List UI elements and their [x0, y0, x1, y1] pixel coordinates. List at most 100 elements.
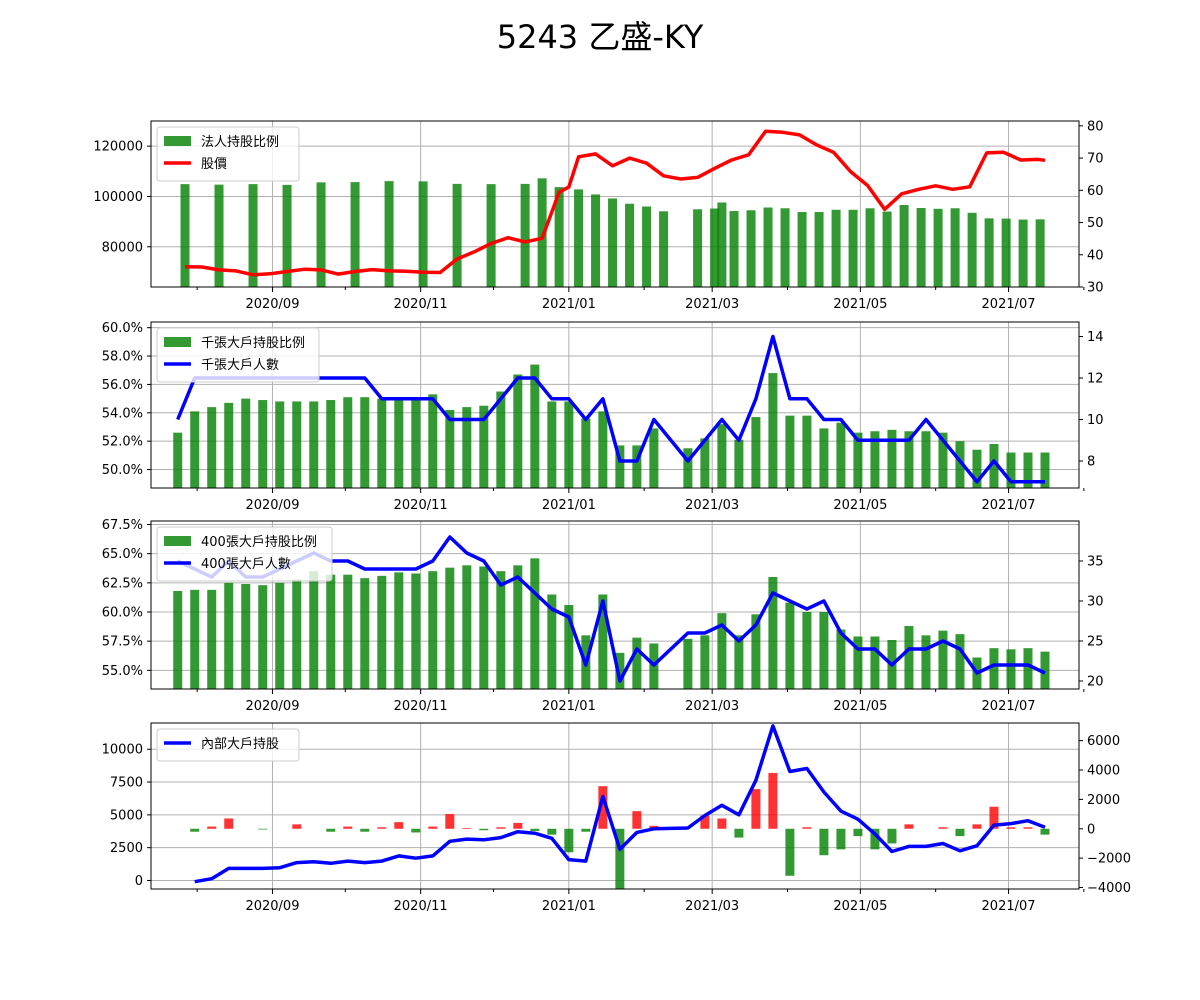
- bar: [591, 194, 601, 287]
- bar: [224, 402, 234, 488]
- bar: [848, 209, 858, 287]
- bar: [819, 828, 829, 856]
- bar: [418, 181, 428, 287]
- bar: [865, 208, 875, 287]
- bar: [173, 432, 183, 488]
- bar: [564, 605, 574, 689]
- bar: [173, 591, 183, 689]
- bar: [394, 397, 404, 488]
- bar: [513, 565, 523, 689]
- bar: [564, 828, 574, 853]
- bar: [819, 612, 829, 689]
- bar: [1023, 452, 1033, 488]
- bar: [853, 432, 863, 488]
- bar: [1040, 452, 1050, 488]
- right-tick-label: 2000: [1087, 793, 1120, 808]
- right-tick-label: 60: [1087, 184, 1104, 199]
- bar: [224, 582, 234, 689]
- legend-swatch-bar: [164, 136, 191, 146]
- bar: [1018, 219, 1028, 287]
- bar: [950, 208, 960, 287]
- left-tick-label: 56.0%: [102, 378, 143, 393]
- right-tick-label: 40: [1087, 248, 1104, 263]
- bar: [989, 806, 999, 829]
- bar: [683, 448, 693, 488]
- bar: [785, 602, 795, 689]
- bar: [870, 828, 880, 850]
- bar: [746, 210, 756, 287]
- bar: [989, 648, 999, 689]
- bar: [768, 373, 778, 488]
- legend: 400張大戶持股比例 400張大戶人數: [156, 526, 333, 582]
- bar: [394, 822, 404, 829]
- left-tick-label: 100000: [93, 190, 143, 205]
- legend-label: 400張大戶持股比例: [201, 535, 317, 550]
- bar: [955, 828, 965, 837]
- legend-swatch-bar: [164, 536, 191, 546]
- chart-title: 5243 乙盛-KY: [496, 18, 704, 56]
- bar: [632, 811, 642, 829]
- bar: [734, 439, 744, 488]
- bar: [428, 394, 438, 488]
- line-series: [184, 129, 1046, 277]
- bar: [916, 208, 926, 287]
- x-tick-label: 2020/09: [245, 297, 299, 312]
- right-tick-label: 20: [1087, 675, 1104, 690]
- bar: [683, 638, 693, 689]
- x-tick-label: 2021/05: [833, 297, 887, 312]
- bar: [649, 428, 659, 488]
- bar: [625, 203, 635, 287]
- bar: [785, 828, 795, 876]
- bar: [989, 444, 999, 488]
- bar: [1035, 219, 1045, 287]
- bar: [214, 184, 224, 287]
- bar: [309, 571, 319, 689]
- bar: [797, 212, 807, 287]
- x-tick-label: 2021/07: [982, 498, 1036, 513]
- bar: [938, 827, 948, 829]
- bar: [258, 585, 268, 689]
- bar: [763, 207, 773, 287]
- bar: [751, 789, 761, 829]
- legend-box: [156, 728, 300, 762]
- x-tick-label: 2020/11: [394, 899, 448, 914]
- bar: [207, 826, 217, 829]
- bar: [955, 441, 965, 488]
- x-tick-label: 2021/01: [542, 498, 596, 513]
- left-tick-label: 7500: [110, 776, 143, 791]
- right-tick-label: −4000: [1087, 881, 1131, 896]
- bar: [207, 407, 217, 488]
- bar: [734, 635, 744, 689]
- left-tick-label: 120000: [93, 140, 143, 155]
- bar: [972, 824, 982, 829]
- bar: [224, 818, 234, 829]
- right-tick-label: 30: [1087, 595, 1104, 610]
- bar: [734, 828, 744, 838]
- bar: [700, 635, 710, 689]
- x-tick-label: 2021/03: [685, 498, 739, 513]
- bar: [343, 826, 353, 829]
- bar: [530, 828, 540, 831]
- bar: [642, 206, 652, 287]
- axes-frame: [150, 120, 1080, 288]
- bar: [258, 828, 268, 830]
- bar: [887, 828, 897, 844]
- bar: [904, 431, 914, 488]
- bar: [462, 828, 472, 829]
- bar: [530, 364, 540, 488]
- bar: [316, 182, 326, 287]
- bar: [275, 582, 285, 689]
- x-tick-label: 2020/11: [394, 699, 448, 714]
- bar-series: [190, 772, 1050, 889]
- bar: [360, 578, 370, 689]
- bar: [326, 400, 336, 488]
- bar: [537, 178, 547, 287]
- x-tick-label: 2021/07: [982, 899, 1036, 914]
- bar: [598, 786, 608, 829]
- bar: [292, 579, 302, 689]
- bar: [785, 415, 795, 488]
- bar: [938, 630, 948, 689]
- left-tick-label: 80000: [102, 240, 143, 255]
- bar: [802, 415, 812, 488]
